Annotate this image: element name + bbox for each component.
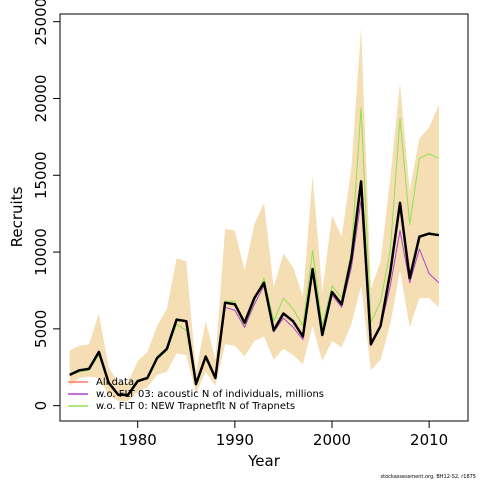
- x-tick-label: 2000: [313, 431, 351, 449]
- legend-label: w.o. FLT 0: NEW Trapnetflt N of Trapnets: [96, 401, 295, 412]
- footer-credit: stockassessment.org, BH12-S2, r1875: [381, 474, 476, 480]
- y-tick-label: 15000: [32, 151, 50, 199]
- x-axis: 1980 1990 2000 2010: [119, 421, 448, 449]
- y-tick-label: 25000: [32, 0, 50, 46]
- legend-label: All data: [96, 377, 134, 388]
- y-tick-label: 20000: [32, 75, 50, 123]
- x-tick-label: 1980: [119, 431, 157, 449]
- x-axis-title: Year: [247, 452, 281, 470]
- x-tick-label: 1990: [216, 431, 254, 449]
- y-axis-title: Recruits: [8, 186, 26, 247]
- y-tick-label: 10000: [32, 228, 50, 276]
- y-axis: 0 5000 10000 15000 20000 25000: [32, 0, 60, 410]
- confidence-band-area: [69, 27, 439, 402]
- confidence-band: [69, 27, 439, 402]
- y-tick-label: 5000: [32, 310, 50, 348]
- plot-frame: [59, 13, 469, 422]
- estimate-line: [69, 180, 440, 397]
- legend-label: w.o. FLT 03: acoustic N of individuals, …: [96, 389, 324, 400]
- y-tick-label: 0: [32, 401, 50, 411]
- x-tick-label: 2010: [410, 431, 448, 449]
- series-lines: [69, 107, 440, 397]
